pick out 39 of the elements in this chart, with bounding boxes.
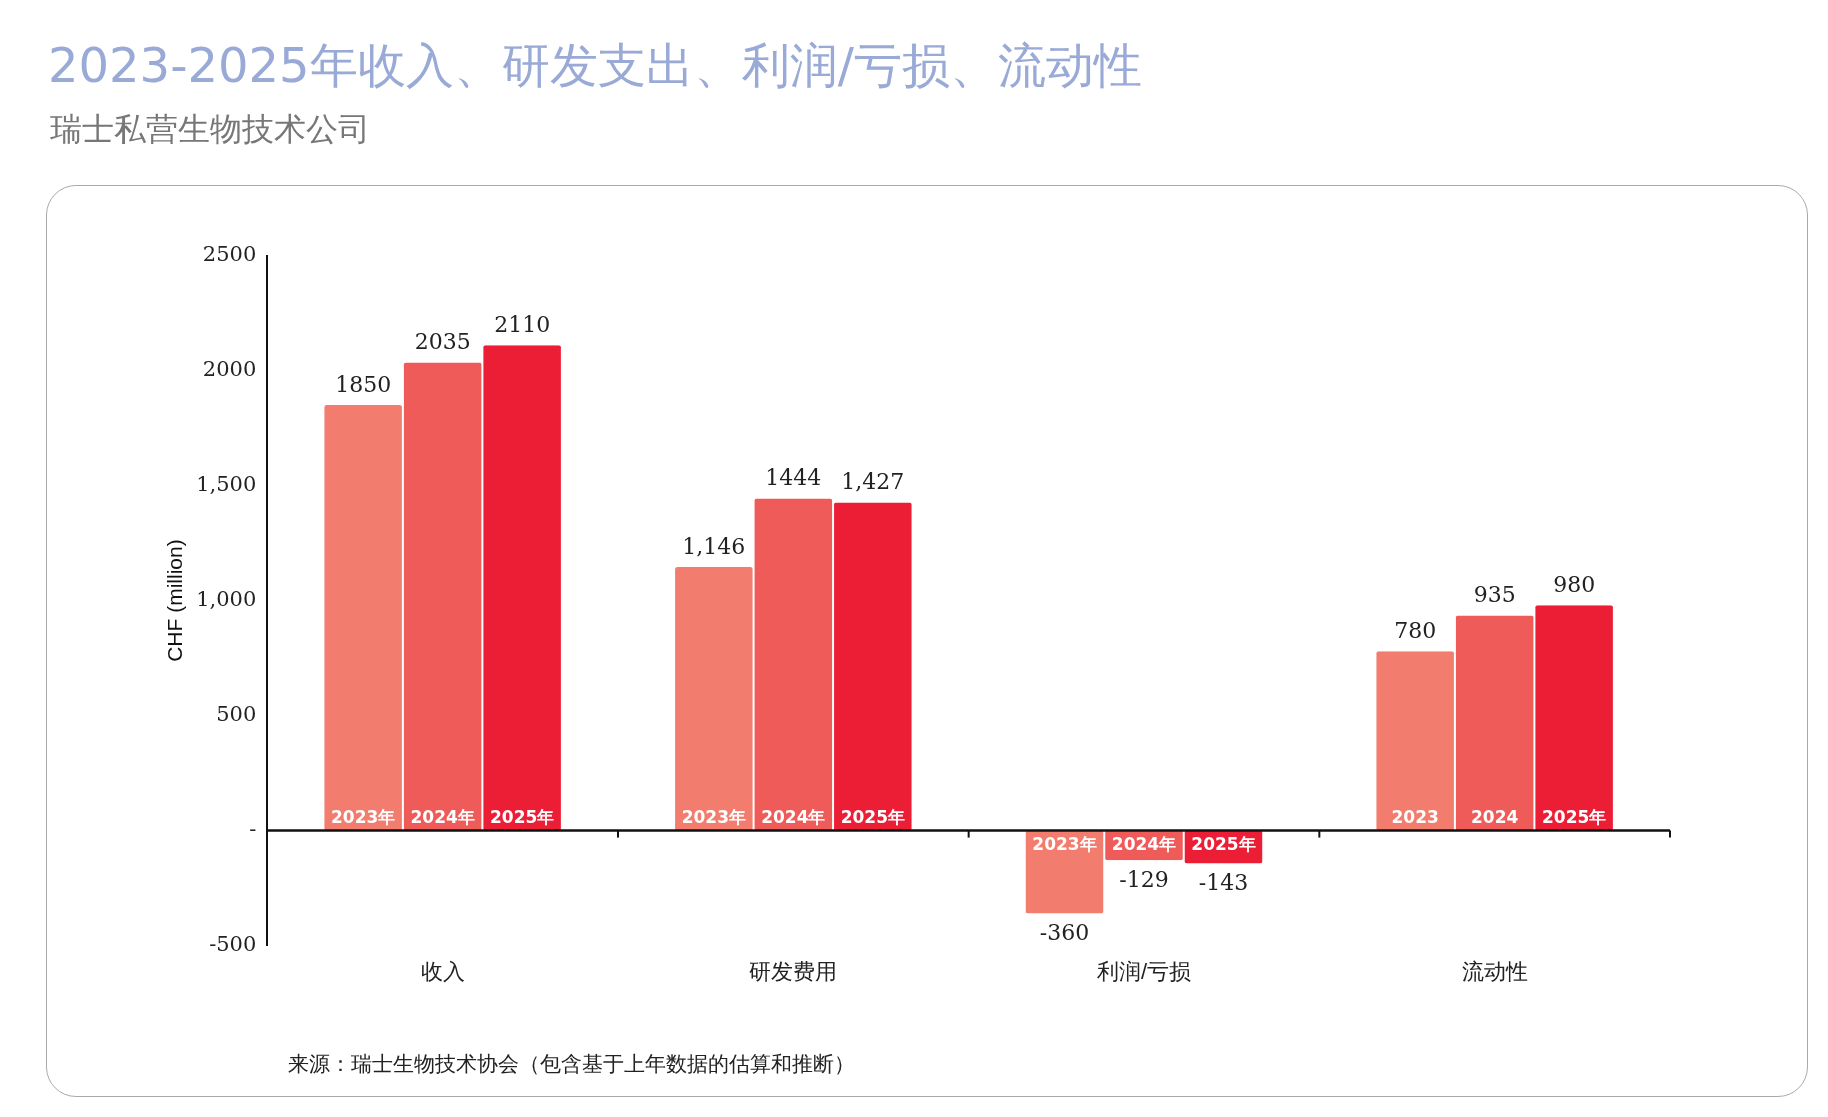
data-label: 1,146: [682, 533, 746, 559]
y-axis-title: CHF (million): [163, 539, 187, 662]
data-label: -360: [1039, 920, 1090, 946]
annotation: 2025年: [840, 806, 905, 827]
source-note: 来源：瑞士生物技术协会（包含基于上年数据的估算和推断）: [288, 1051, 855, 1078]
x-tick-label: 利润/亏损: [1096, 958, 1192, 984]
annotation: 2023: [1391, 806, 1439, 827]
annotation: 2025年: [489, 806, 555, 827]
y-tick-label: -500: [209, 932, 257, 957]
y-tick-label: 1,000: [196, 587, 257, 612]
y-tick-label: -: [249, 817, 257, 842]
data-label: 935: [1473, 582, 1516, 608]
data-label: -143: [1198, 870, 1249, 896]
chart-title: 2023-2025年收入、研发支出、利润/亏损、流动性: [48, 36, 1142, 95]
annotation: 2023年: [681, 806, 746, 827]
data-label: 2035: [414, 329, 471, 355]
annotation: 2023年: [331, 806, 396, 827]
x-tick-label: 流动性: [1461, 958, 1528, 984]
y-tick-label: 2500: [202, 242, 257, 267]
x-tick-label: 收入: [420, 958, 465, 984]
annotation: 2024年: [761, 806, 826, 827]
x-tick-label: 研发费用: [749, 958, 838, 984]
annotation: 2023年: [1032, 833, 1097, 854]
chart-subtitle: 瑞士私营生物技术公司: [50, 109, 370, 150]
annotation: 2025年: [1191, 833, 1256, 854]
annotation: 2024年: [410, 806, 475, 827]
data-label: 1,427: [841, 469, 905, 495]
data-label: 780: [1394, 617, 1437, 643]
annotation: 2024年: [1111, 833, 1177, 854]
annotation: 2025年: [1541, 806, 1607, 827]
data-label: 1850: [335, 371, 392, 397]
y-tick-label: 500: [216, 702, 257, 727]
data-label: 1444: [765, 465, 822, 491]
y-tick-label: 2000: [202, 357, 257, 382]
data-label: -129: [1119, 866, 1169, 892]
annotation: 2024: [1471, 806, 1519, 827]
data-label: 2110: [494, 312, 551, 338]
y-tick-label: 1,500: [196, 472, 257, 497]
data-label: 980: [1553, 571, 1596, 597]
